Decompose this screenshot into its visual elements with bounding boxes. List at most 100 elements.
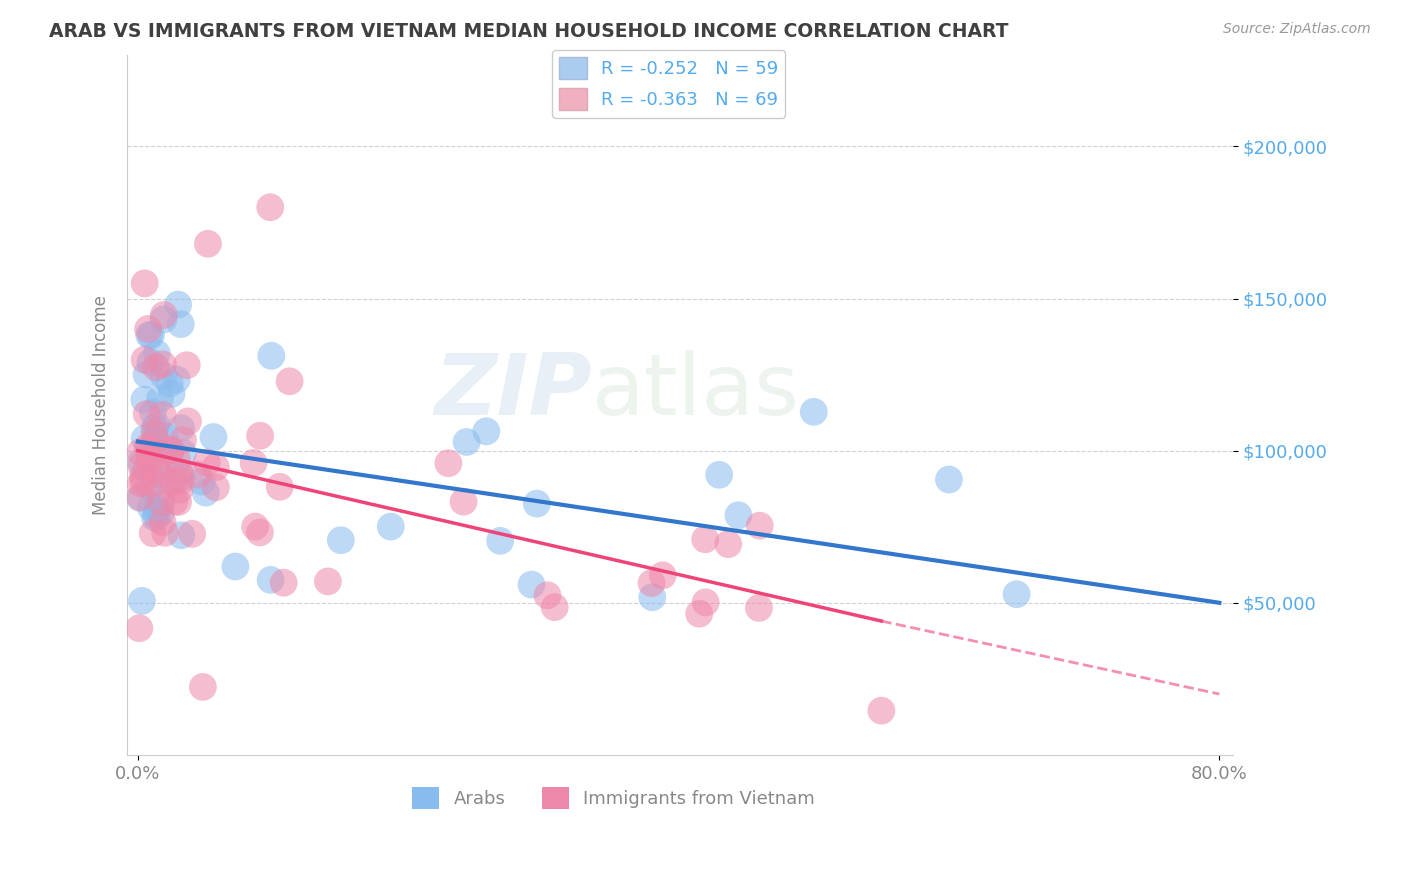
Point (145, 360, 167, 375)
Point (153, 308, 176, 322)
Point (142, 526, 165, 541)
Text: ARAB VS IMMIGRANTS FROM VIETNAM MEDIAN HOUSEHOLD INCOME CORRELATION CHART: ARAB VS IMMIGRANTS FROM VIETNAM MEDIAN H… (49, 22, 1008, 41)
Point (129, 455, 152, 469)
Point (136, 440, 159, 454)
Point (136, 442, 159, 457)
Point (135, 407, 157, 421)
Point (131, 594, 153, 608)
Point (129, 491, 152, 505)
Point (475, 425, 498, 439)
Point (260, 349, 283, 363)
Point (727, 508, 749, 523)
Point (640, 576, 662, 591)
Point (143, 476, 166, 491)
Point (269, 480, 291, 494)
Point (489, 533, 512, 548)
Point (187, 467, 209, 482)
Point (803, 405, 825, 419)
Point (143, 421, 166, 435)
Point (128, 491, 150, 505)
Point (205, 460, 228, 475)
Point (172, 433, 194, 447)
Point (543, 600, 565, 615)
Point (132, 469, 155, 483)
Point (249, 525, 271, 540)
Point (138, 454, 160, 468)
Point (259, 573, 281, 587)
Point (170, 421, 193, 435)
Y-axis label: Median Household Income: Median Household Income (93, 295, 110, 515)
Point (143, 460, 166, 475)
Point (150, 496, 173, 510)
Point (870, 704, 893, 718)
Point (143, 426, 166, 441)
Point (159, 443, 181, 458)
Point (134, 432, 156, 446)
Point (135, 463, 157, 477)
Point (181, 526, 204, 541)
Text: atlas: atlas (592, 350, 800, 433)
Point (143, 510, 166, 524)
Point (695, 533, 717, 547)
Point (145, 418, 167, 433)
Point (456, 435, 478, 450)
Point (177, 414, 200, 428)
Point (145, 508, 167, 523)
Point (139, 452, 162, 467)
Point (159, 443, 181, 458)
Point (134, 392, 156, 407)
Point (273, 575, 295, 590)
Point (152, 408, 174, 422)
Point (170, 469, 193, 483)
Point (170, 317, 193, 331)
Point (146, 346, 169, 360)
Point (149, 467, 172, 482)
Point (149, 506, 172, 520)
Point (134, 352, 156, 367)
Point (938, 473, 960, 487)
Point (166, 452, 188, 467)
Point (146, 463, 169, 477)
Point (160, 470, 183, 484)
Point (162, 475, 184, 490)
Point (536, 588, 558, 602)
Point (142, 405, 165, 419)
Point (128, 621, 150, 635)
Point (316, 574, 339, 589)
Point (224, 559, 246, 574)
Point (167, 464, 190, 478)
Point (278, 374, 301, 388)
Legend: Arabs, Immigrants from Vietnam: Arabs, Immigrants from Vietnam (405, 780, 823, 816)
Point (134, 277, 156, 291)
Point (139, 328, 162, 343)
Point (160, 442, 183, 457)
Point (243, 519, 266, 533)
Point (520, 577, 543, 591)
Point (153, 429, 176, 443)
Point (526, 497, 548, 511)
Point (169, 483, 191, 497)
Point (141, 443, 163, 458)
Point (437, 456, 460, 470)
Text: Source: ZipAtlas.com: Source: ZipAtlas.com (1223, 22, 1371, 37)
Point (453, 494, 475, 508)
Point (132, 475, 155, 489)
Point (259, 200, 281, 214)
Point (1005, 587, 1028, 601)
Point (129, 476, 152, 491)
Point (197, 236, 219, 251)
Point (149, 392, 172, 406)
Point (145, 432, 167, 446)
Point (159, 376, 181, 391)
Point (167, 298, 190, 312)
Point (146, 501, 169, 516)
Point (191, 680, 214, 694)
Point (152, 368, 174, 383)
Point (135, 368, 157, 382)
Point (748, 601, 770, 615)
Point (329, 533, 352, 548)
Point (748, 518, 770, 533)
Point (202, 430, 225, 444)
Point (131, 458, 153, 473)
Point (170, 474, 193, 488)
